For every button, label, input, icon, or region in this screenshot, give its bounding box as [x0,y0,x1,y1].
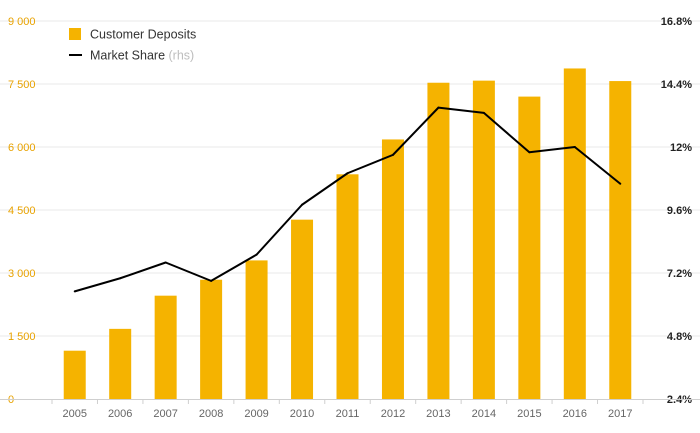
x-tick-label: 2005 [62,408,86,420]
bar [563,68,586,400]
line-point [301,203,304,206]
x-tick-label: 2014 [472,408,496,420]
bar [381,139,404,399]
bar [109,328,132,399]
x-tick-label: 2009 [244,408,268,420]
line-series [73,106,622,293]
x-tick-label: 2010 [290,408,314,420]
line-point [528,151,531,154]
x-tick-label: 2011 [336,408,360,420]
legend-label-deposits: Customer Deposits [90,28,196,42]
bar [245,260,268,399]
bar [336,174,359,399]
x-tick-label: 2008 [199,408,223,420]
bar [200,279,223,399]
line-point [210,279,213,282]
line-point [346,172,349,175]
legend: Customer Deposits Market Share (rhs) [69,28,196,63]
y-right-tick-label: 16.8% [661,16,692,28]
line-point [437,106,440,109]
y-left-tick-label: 4 500 [8,205,36,217]
bar [291,219,314,399]
y-right-tick-label: 12% [670,142,692,154]
x-tick-label: 2017 [608,408,632,420]
line-point [73,290,76,293]
y-left-tick-label: 3 000 [8,268,36,280]
legend-label-market-share: Market Share (rhs) [90,49,194,63]
bar [427,82,450,400]
x-tick-label: 2007 [153,408,177,420]
legend-label-rhs-suffix: (rhs) [169,49,195,63]
legend-label-market-share-text: Market Share [90,49,165,63]
line-point [255,253,258,256]
x-tick-label: 2012 [381,408,405,420]
x-tick-label: 2013 [426,408,450,420]
bar [154,295,177,399]
y-left-tick-label: 9 000 [8,16,36,28]
y-right-tick-label: 14.4% [661,79,692,91]
line-point [573,146,576,148]
bar [518,96,541,399]
y-right-tick-label: 7.2% [667,268,692,280]
x-tick-label: 2015 [517,408,541,420]
legend-swatch-deposits [69,28,81,40]
line-point [391,153,394,156]
y-left-tick-label: 7 500 [8,79,36,91]
y-left-tick-label: 1 500 [8,331,36,343]
line-point [619,182,622,185]
line-point [119,277,122,280]
y-right-tick-label: 9.6% [667,205,692,217]
line-point [482,111,485,114]
x-tick-label: 2006 [108,408,132,420]
x-tick-label: 2016 [563,408,587,420]
line-point [164,261,167,264]
bar [63,350,86,399]
y-left-tick-label: 6 000 [8,142,36,154]
bar-series [63,68,632,400]
bar [472,80,495,399]
bar [609,81,632,399]
y-right-tick-label: 4.8% [667,331,692,343]
